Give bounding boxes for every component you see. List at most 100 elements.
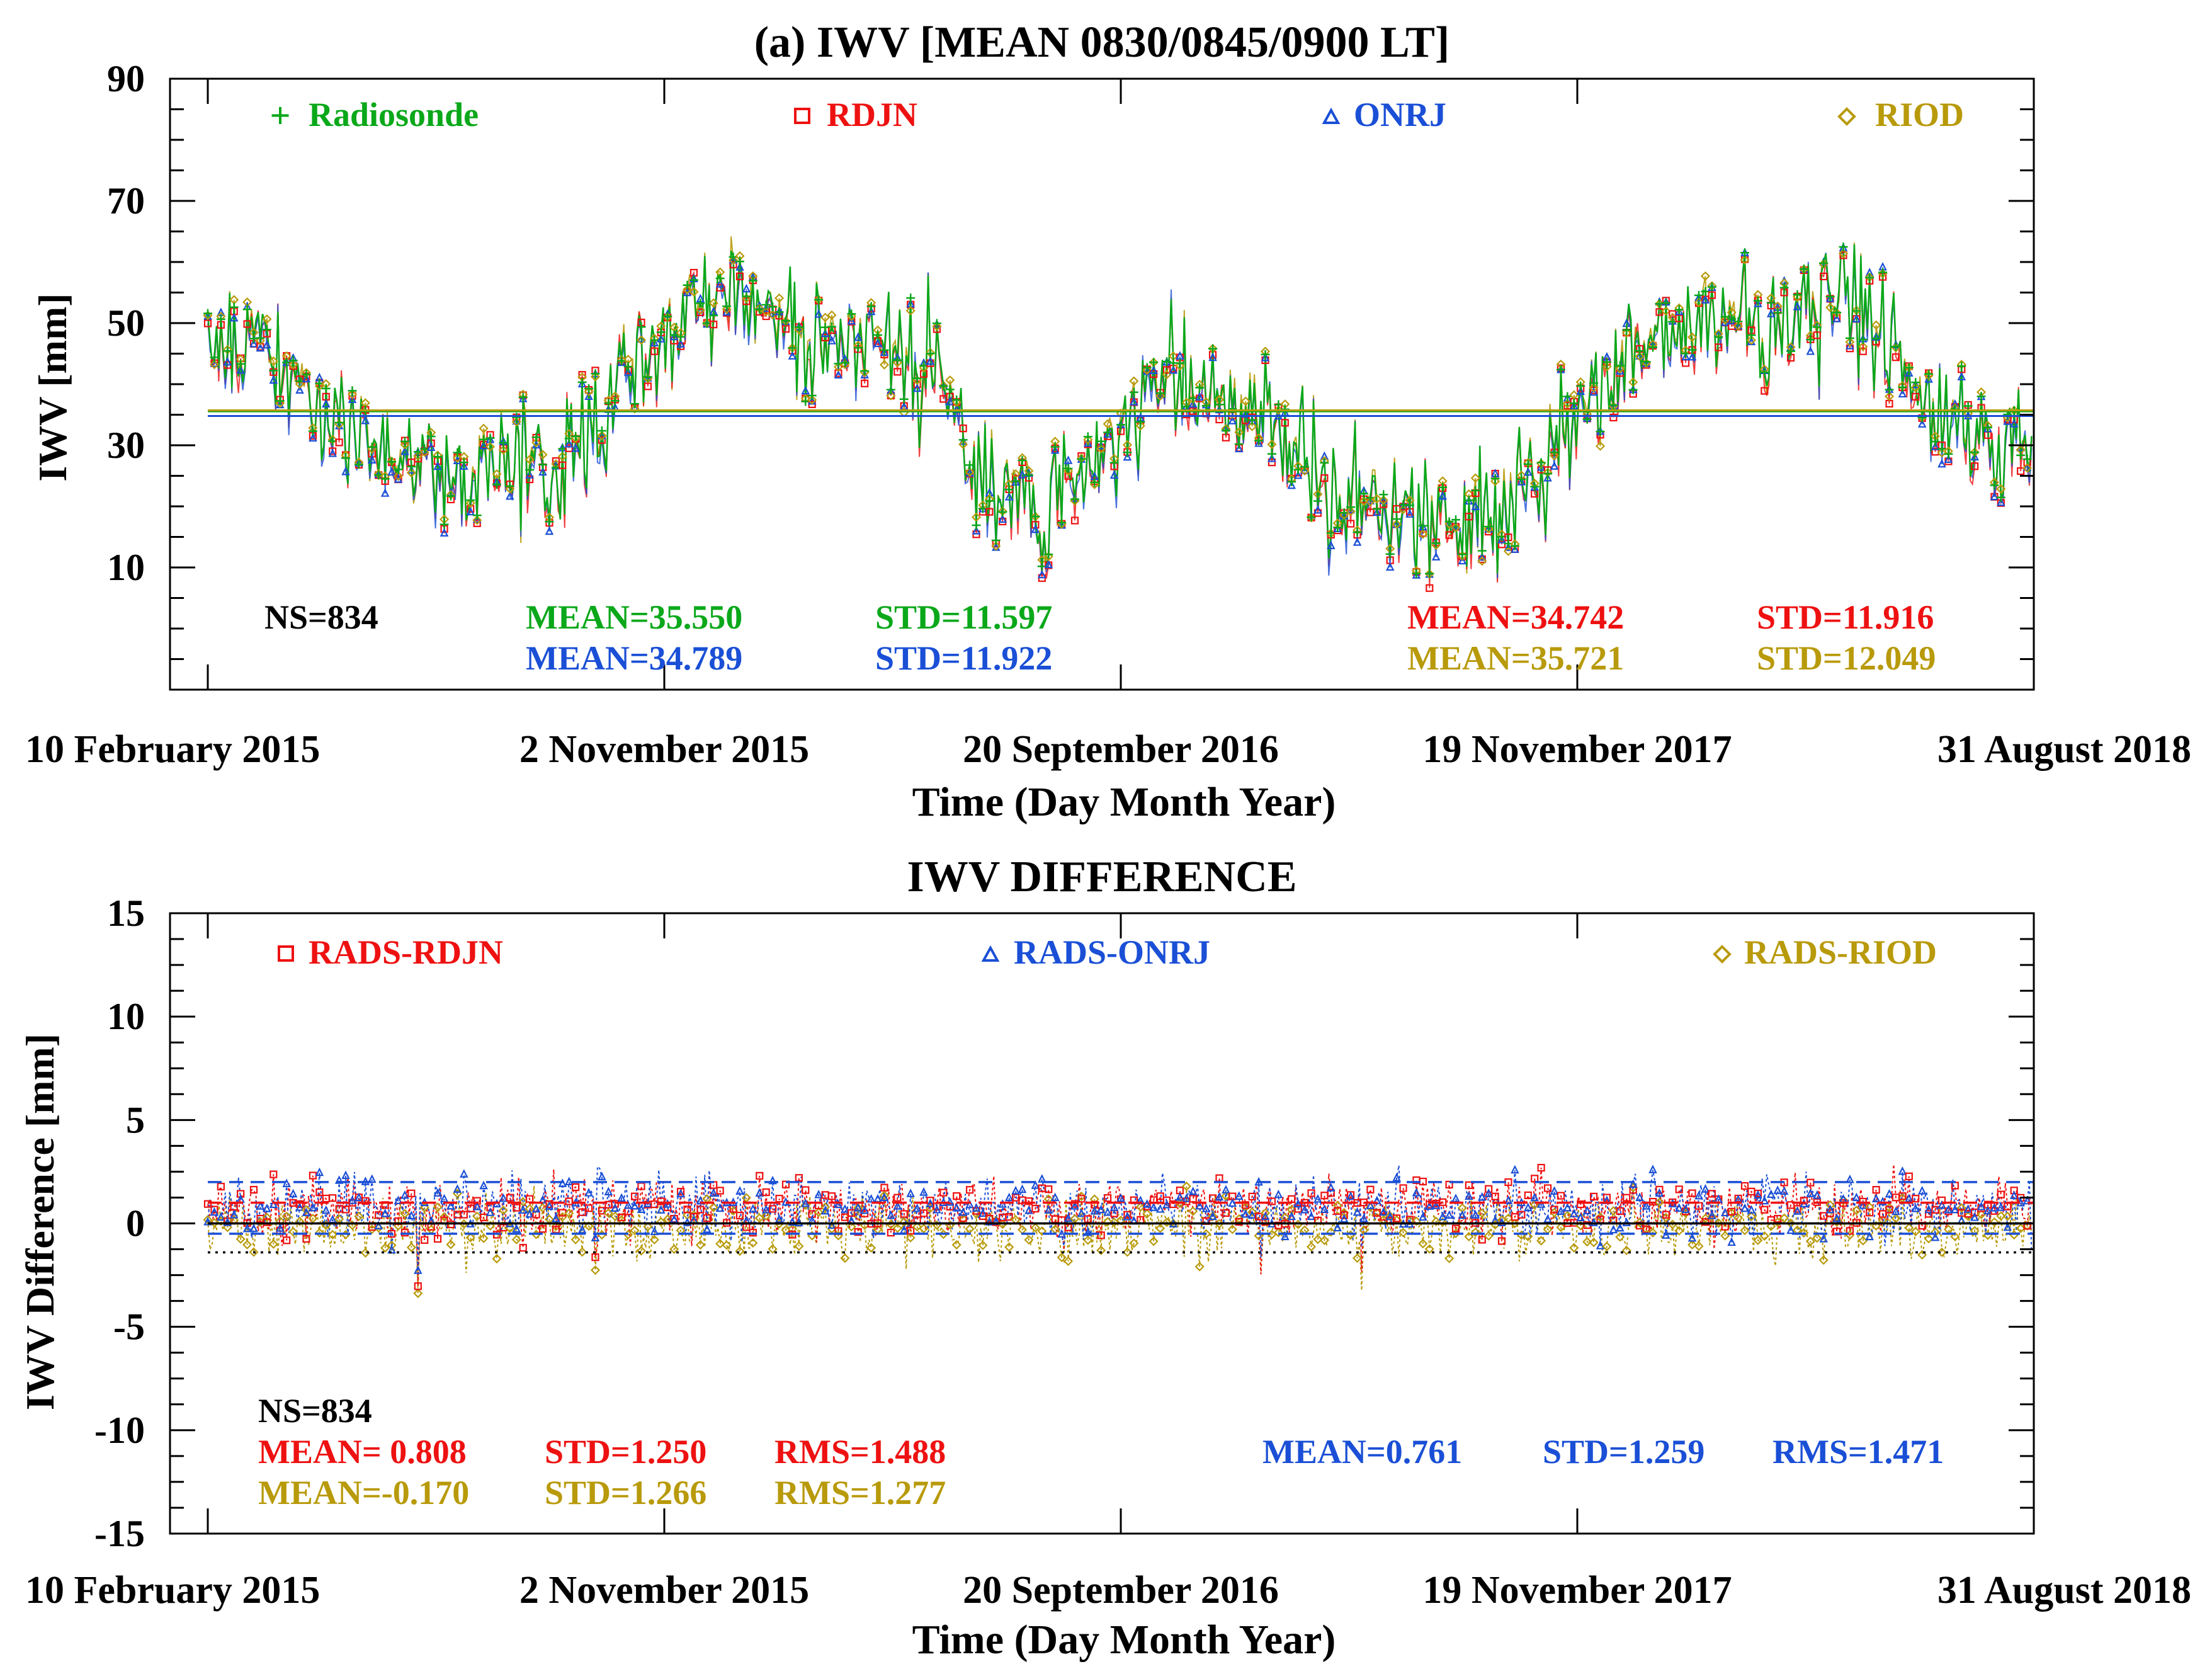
onrj-point <box>1504 542 1513 551</box>
panel-a-ytick-label: 10 <box>107 547 145 588</box>
rads-onrj-point <box>630 1200 639 1210</box>
panel-b-xtick-label: 10 February 2015 <box>25 1569 320 1612</box>
rads-onrj-point <box>309 1202 317 1212</box>
onrj-point <box>506 491 514 500</box>
radiosonde-point <box>1727 314 1737 324</box>
rads-onrj-point <box>958 1207 968 1216</box>
riod-point <box>846 311 856 321</box>
radiosonde-point <box>1550 448 1559 457</box>
radiosonde-point <box>302 370 311 379</box>
rads-riod-point <box>1227 1224 1237 1234</box>
rads-riod-point <box>1359 1225 1369 1235</box>
rads-onrj-point <box>538 1195 547 1204</box>
onrj-point <box>761 303 771 312</box>
onrj-point <box>1031 524 1040 533</box>
rads-rdjn-point <box>919 1209 928 1217</box>
onrj-point <box>1543 472 1552 482</box>
legend-rdjn: RDJN <box>827 96 917 134</box>
radiosonde-point <box>216 314 225 324</box>
riod-point <box>1884 391 1895 401</box>
onrj-point <box>1004 492 1014 501</box>
onrj-point <box>1228 416 1237 424</box>
radiosonde-point <box>1819 258 1829 268</box>
radiosonde-point <box>1687 345 1697 355</box>
radiosonde-point <box>1346 503 1356 512</box>
rads-riod-point <box>295 1216 305 1226</box>
rdjn-point <box>985 508 994 516</box>
rads-rdjn-point <box>611 1200 619 1208</box>
rads-rdjn-point <box>827 1192 836 1200</box>
rads-onrj-point <box>203 1217 212 1226</box>
rads-rdjn-point <box>421 1236 429 1244</box>
radiosonde-point <box>1622 326 1631 335</box>
onrj-point <box>584 391 593 401</box>
riod-point <box>511 417 521 427</box>
riod-point <box>538 450 548 460</box>
rads-onrj-point <box>1701 1184 1710 1193</box>
onrj-mean: MEAN=34.789 <box>526 639 742 677</box>
radiosonde-point <box>1766 298 1776 307</box>
riod-point <box>347 389 358 399</box>
rads-onrj-point <box>768 1175 777 1185</box>
onrj-point <box>1477 552 1487 561</box>
rads-riod-point <box>669 1244 679 1254</box>
panel-a-ytick-label: 50 <box>107 302 145 344</box>
rads-onrj-point <box>1090 1205 1099 1215</box>
onrj-point <box>1576 386 1585 395</box>
rads-rdjn-point <box>513 1204 521 1212</box>
rdjn-point <box>1465 513 1473 521</box>
rads-rdjn-point <box>946 1202 954 1211</box>
rads-rdjn-point <box>1307 1189 1315 1197</box>
radiosonde-point <box>1760 368 1769 377</box>
rads-riod-point <box>649 1234 659 1245</box>
rads-riod-mean: MEAN=-0.170 <box>258 1474 469 1512</box>
radiosonde-point <box>1287 477 1296 486</box>
rads-onrj-point <box>1766 1189 1776 1199</box>
onrj-point <box>1195 392 1204 401</box>
rads-riod-point <box>1871 1221 1881 1231</box>
rads-rdjn-point <box>400 1229 409 1237</box>
rads-riod-point <box>1621 1245 1631 1256</box>
panel-a-ylabel: IWV [mm] <box>30 293 75 481</box>
radiosonde-mean: MEAN=35.550 <box>526 598 742 636</box>
rads-riod-point <box>1687 1239 1698 1250</box>
rads-rdjn-point <box>1846 1227 1854 1235</box>
onrj-point <box>1970 452 1979 461</box>
radiosonde-point <box>1004 485 1014 494</box>
riod-point <box>820 312 831 322</box>
rads-rdjn-point <box>1589 1192 1598 1200</box>
panel-a-xtick-label: 10 February 2015 <box>25 728 320 771</box>
radiosonde-point <box>807 391 817 401</box>
rads-rdjn-point <box>683 1205 691 1214</box>
radiosonde-point <box>663 312 672 321</box>
rads-onrj-point <box>315 1167 324 1176</box>
riod-point <box>761 307 771 317</box>
riod-point <box>2022 463 2033 473</box>
rads-onrj-point <box>302 1207 311 1216</box>
rads-onrj-point <box>1234 1191 1244 1200</box>
riod-point <box>1392 519 1402 529</box>
rads-rdjn-point <box>269 1170 278 1178</box>
rads-rdjn-point <box>1898 1192 1907 1200</box>
rads-riod-point <box>2002 1211 2012 1221</box>
rads-onrj-point <box>1195 1200 1204 1210</box>
rads-rdjn-point <box>1623 1193 1631 1202</box>
radiosonde-point <box>1359 489 1368 498</box>
radiosonde-point <box>1011 476 1021 486</box>
radiosonde-point <box>1747 331 1756 340</box>
radiosonde-point <box>1714 333 1723 342</box>
rads-rdjn-point <box>249 1185 258 1194</box>
onrj-point <box>328 448 337 457</box>
onrj-point <box>249 338 258 348</box>
rads-onrj-point <box>1084 1227 1092 1236</box>
radiosonde-point <box>1464 496 1473 505</box>
radiosonde-point <box>440 520 449 529</box>
riod-point <box>695 305 705 315</box>
rads-onrj-point <box>887 1210 895 1219</box>
rads-rdjn-point <box>1688 1189 1696 1197</box>
radiosonde-point <box>939 382 948 391</box>
rads-onrj-point <box>1024 1205 1033 1214</box>
rads-riod-point <box>656 1217 666 1227</box>
rads-rdjn-point <box>1878 1210 1887 1218</box>
rads-onrj-point <box>545 1201 554 1210</box>
